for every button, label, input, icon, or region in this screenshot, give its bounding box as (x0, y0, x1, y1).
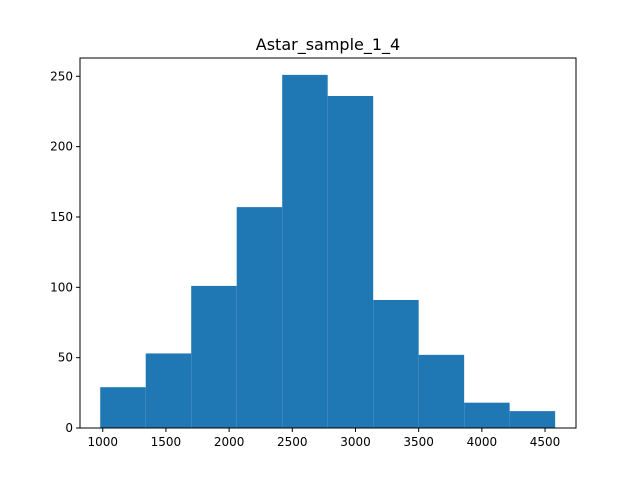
y-tick-label: 50 (58, 351, 73, 365)
x-tick-label: 3000 (340, 435, 371, 449)
histogram-bar (282, 74, 328, 428)
histogram-bar (236, 207, 283, 428)
y-tick-label: 100 (50, 280, 73, 294)
histogram-bar (327, 95, 374, 428)
y-axis: 0 50 100 150 200 250 (50, 69, 80, 435)
histogram-bar (100, 387, 146, 428)
histogram-bar (418, 354, 465, 428)
plot-frame (79, 57, 577, 429)
histogram-bar (509, 411, 556, 428)
y-tick-label: 250 (50, 69, 73, 83)
bars-group (100, 74, 556, 428)
x-tick-label: 1500 (151, 435, 182, 449)
chart-title: Astar_sample_1_4 (256, 35, 400, 55)
histogram-bar (145, 353, 192, 428)
x-tick-label: 2000 (214, 435, 245, 449)
x-tick-label: 2500 (277, 435, 308, 449)
x-tick-label: 4000 (467, 435, 498, 449)
histogram-bar (373, 299, 419, 428)
y-tick-label: 150 (50, 210, 73, 224)
y-tick-label: 0 (65, 421, 73, 435)
histogram-bar (464, 402, 510, 428)
histogram-bar (191, 285, 237, 428)
x-tick-label: 3500 (403, 435, 434, 449)
x-tick-label: 1000 (87, 435, 118, 449)
x-axis: 1000 1500 2000 2500 3000 3500 4000 4500 (87, 428, 560, 449)
x-tick-label: 4500 (530, 435, 561, 449)
y-tick-label: 200 (50, 140, 73, 154)
